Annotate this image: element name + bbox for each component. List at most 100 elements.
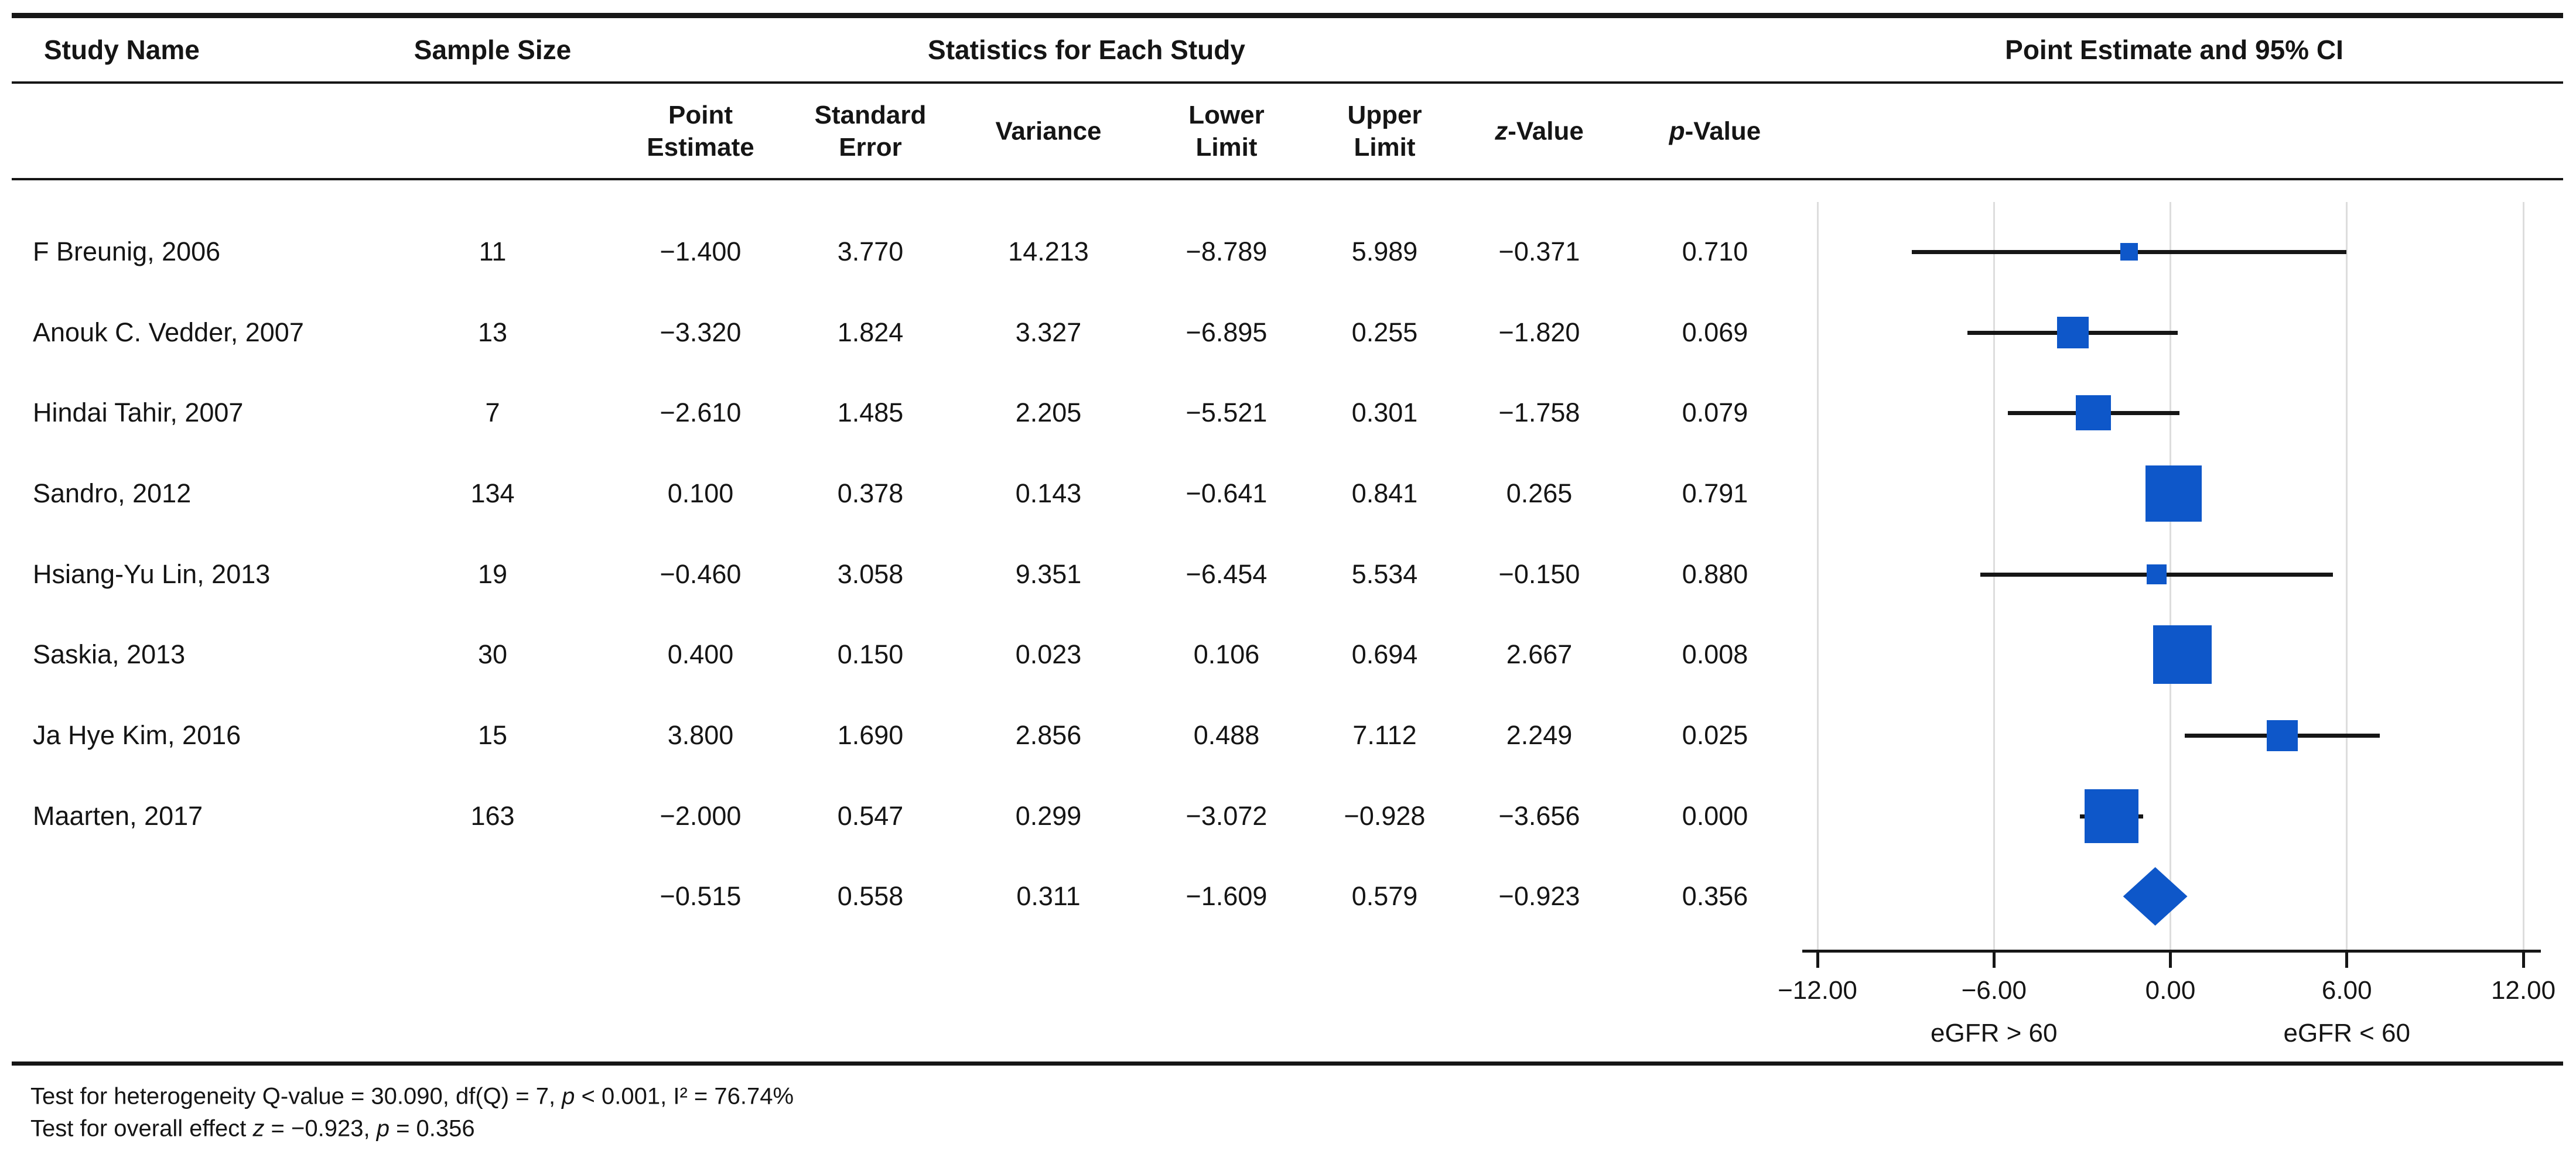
table-cell-z: −0.923 bbox=[1498, 881, 1580, 911]
gridline bbox=[2170, 202, 2171, 951]
table-cell-p: 0.069 bbox=[1682, 317, 1748, 347]
table-cell-ul: −0.928 bbox=[1344, 801, 1426, 831]
point-estimate-marker bbox=[2056, 317, 2089, 348]
header-rule bbox=[12, 81, 2563, 84]
col-header-upper-limit: Upper Limit bbox=[1347, 101, 1422, 162]
table-cell-se: 3.770 bbox=[837, 237, 904, 266]
table-cell-z: −3.656 bbox=[1498, 801, 1580, 831]
table-cell-ul: 7.112 bbox=[1352, 720, 1417, 750]
col-header-standard-error: Standard Error bbox=[814, 101, 927, 162]
table-cell-study: F Breunig, 2006 bbox=[33, 237, 221, 266]
summary-diamond bbox=[2123, 867, 2188, 926]
axis-direction-label: eGFR < 60 bbox=[2283, 1019, 2410, 1047]
col-header-p-value: p-Value bbox=[1669, 117, 1761, 146]
x-axis-tick-label: −12.00 bbox=[1778, 976, 1857, 1005]
col-header-variance: Variance bbox=[995, 117, 1102, 146]
table-cell-variance: 2.205 bbox=[1015, 398, 1082, 427]
table-cell-ul: 0.255 bbox=[1351, 317, 1418, 347]
col-header-sample-size: Sample Size bbox=[414, 35, 572, 65]
table-cell-ul: 0.301 bbox=[1351, 398, 1418, 427]
table-cell-est: −1.400 bbox=[660, 237, 742, 266]
table-cell-n: 30 bbox=[477, 639, 508, 669]
table-cell-n: 163 bbox=[470, 801, 515, 831]
top-rule bbox=[12, 13, 2563, 18]
point-estimate-marker bbox=[2076, 395, 2112, 430]
table-cell-est: 3.800 bbox=[667, 720, 734, 750]
table-cell-variance: 0.023 bbox=[1015, 639, 1082, 669]
table-cell-se: 0.150 bbox=[837, 639, 904, 669]
table-cell-ll: −6.895 bbox=[1185, 317, 1267, 347]
point-estimate-marker bbox=[2120, 243, 2138, 261]
point-estimate-marker bbox=[2266, 720, 2298, 751]
table-cell-n: 7 bbox=[485, 398, 500, 427]
table-cell-variance: 9.351 bbox=[1015, 559, 1082, 589]
table-cell-ll: −6.454 bbox=[1185, 559, 1267, 589]
axis-direction-label: eGFR > 60 bbox=[1931, 1019, 2058, 1047]
table-cell-z: 2.249 bbox=[1506, 720, 1573, 750]
x-axis-tick-label: 12.00 bbox=[2490, 976, 2556, 1005]
table-cell-n: 134 bbox=[470, 478, 515, 508]
table-cell-study: Anouk C. Vedder, 2007 bbox=[33, 317, 304, 347]
table-cell-se: 0.378 bbox=[837, 478, 904, 508]
table-cell-variance: 0.311 bbox=[1016, 881, 1081, 911]
col-header-plot-title: Point Estimate and 95% CI bbox=[2005, 35, 2343, 65]
table-cell-p: 0.791 bbox=[1682, 478, 1748, 508]
heterogeneity-note: Test for heterogeneity Q-value = 30.090,… bbox=[30, 1083, 794, 1110]
table-cell-est: −2.610 bbox=[660, 398, 742, 427]
table-cell-est: −0.515 bbox=[660, 881, 742, 911]
table-cell-ll: −1.609 bbox=[1185, 881, 1267, 911]
table-cell-study: Ja Hye Kim, 2016 bbox=[33, 720, 241, 750]
table-cell-p: 0.025 bbox=[1682, 720, 1748, 750]
table-cell-est: 0.100 bbox=[667, 478, 734, 508]
table-cell-p: 0.356 bbox=[1682, 881, 1748, 911]
x-axis-tick-label: 0.00 bbox=[2145, 976, 2196, 1005]
table-cell-p: 0.880 bbox=[1682, 559, 1748, 589]
table-cell-ul: 5.989 bbox=[1351, 237, 1418, 266]
table-cell-est: −2.000 bbox=[660, 801, 742, 831]
point-estimate-marker bbox=[2145, 465, 2202, 522]
table-cell-est: −3.320 bbox=[660, 317, 742, 347]
table-cell-variance: 0.299 bbox=[1015, 801, 1082, 831]
table-cell-variance: 0.143 bbox=[1015, 478, 1082, 508]
table-cell-ll: −8.789 bbox=[1185, 237, 1267, 266]
table-cell-ul: 0.841 bbox=[1351, 478, 1418, 508]
x-axis-tick bbox=[1816, 950, 1819, 968]
table-cell-z: −1.820 bbox=[1498, 317, 1580, 347]
col-header-point-estimate: Point Estimate bbox=[647, 101, 754, 162]
table-cell-variance: 14.213 bbox=[1008, 237, 1089, 266]
table-cell-n: 13 bbox=[477, 317, 508, 347]
table-cell-ll: 0.106 bbox=[1193, 639, 1260, 669]
table-cell-est: 0.400 bbox=[667, 639, 734, 669]
table-cell-study: Sandro, 2012 bbox=[33, 478, 192, 508]
table-cell-n: 15 bbox=[477, 720, 508, 750]
x-axis-tick-label: −6.00 bbox=[1961, 976, 2027, 1005]
subheader-rule bbox=[12, 178, 2563, 180]
table-cell-variance: 3.327 bbox=[1015, 317, 1082, 347]
table-cell-z: −0.371 bbox=[1498, 237, 1580, 266]
table-cell-study: Saskia, 2013 bbox=[33, 639, 186, 669]
table-cell-n: 11 bbox=[479, 237, 507, 266]
table-cell-study: Maarten, 2017 bbox=[33, 801, 203, 831]
table-cell-se: 0.547 bbox=[837, 801, 904, 831]
overall-effect-note: Test for overall effect z = −0.923, p = … bbox=[30, 1115, 475, 1142]
gridline bbox=[1816, 202, 1819, 951]
table-cell-p: 0.000 bbox=[1682, 801, 1748, 831]
point-estimate-marker bbox=[2153, 625, 2212, 684]
table-cell-p: 0.079 bbox=[1682, 398, 1748, 427]
table-cell-z: −1.758 bbox=[1498, 398, 1580, 427]
table-cell-z: 0.265 bbox=[1506, 478, 1573, 508]
table-cell-study: Hindai Tahir, 2007 bbox=[33, 398, 244, 427]
table-cell-ll: −3.072 bbox=[1185, 801, 1267, 831]
bottom-rule bbox=[12, 1061, 2563, 1066]
table-cell-ll: 0.488 bbox=[1193, 720, 1260, 750]
table-cell-n: 19 bbox=[477, 559, 508, 589]
gridline bbox=[1993, 202, 1995, 951]
table-cell-se: 0.558 bbox=[837, 881, 904, 911]
table-cell-est: −0.460 bbox=[660, 559, 742, 589]
table-cell-ll: −0.641 bbox=[1185, 478, 1267, 508]
table-cell-variance: 2.856 bbox=[1015, 720, 1082, 750]
table-cell-p: 0.710 bbox=[1682, 237, 1748, 266]
table-cell-z: −0.150 bbox=[1498, 559, 1580, 589]
